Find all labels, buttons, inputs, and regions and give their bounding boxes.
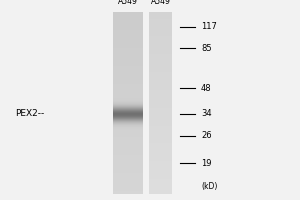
Text: PEX2--: PEX2-- [15,109,44,118]
Text: 48: 48 [201,84,211,93]
Text: 117: 117 [201,22,217,31]
Text: 34: 34 [201,109,211,118]
Text: A549: A549 [118,0,137,6]
Text: A549: A549 [151,0,170,6]
Text: (kD): (kD) [201,182,217,190]
Text: 26: 26 [201,131,211,140]
Text: 85: 85 [201,44,211,53]
Text: 19: 19 [201,159,211,168]
